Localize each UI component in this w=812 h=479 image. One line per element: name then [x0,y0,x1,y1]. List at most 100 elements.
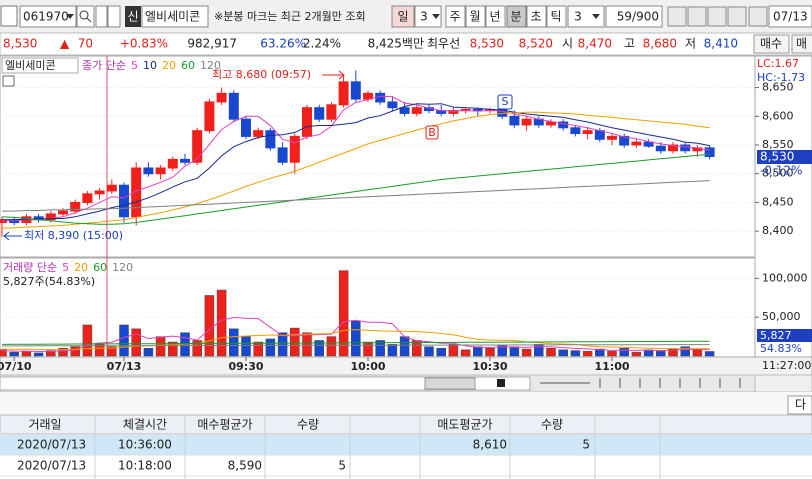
candle-body [521,118,532,126]
period-second[interactable] [526,5,547,28]
candle-body [241,118,251,137]
candle-body [594,130,605,140]
volume-bar [534,344,544,357]
count-box [605,5,663,28]
candle-body [119,184,129,218]
y-tick-label: 50,000 [762,310,801,323]
quote-row [0,32,812,56]
y-tick-label: 8,550 [762,138,794,151]
column-header: 거래일 [28,418,61,432]
cursor-time: 11:27:00 [762,359,811,372]
stop-icon[interactable] [497,379,505,387]
candle-body [314,107,325,120]
hc-label: HC:-1.73 [757,71,805,84]
high-annotation: 최고 8,680 (09:57) [212,68,311,81]
candle-body [411,107,422,114]
next-page-button[interactable] [787,395,812,415]
prev-button[interactable] [95,5,108,28]
volume-bar [460,349,471,357]
volume-bar [265,338,276,357]
buy-mark: B [428,126,436,139]
volume-bar [338,270,349,357]
volume-bar [241,336,251,357]
volume-bar [607,351,617,357]
open: 8,470 [578,37,612,51]
volume-bar [656,351,666,357]
period-week[interactable] [445,5,466,28]
best-bid: 8,520 [519,37,553,51]
legend-title: 거래량 단순 [3,261,57,274]
y-tick-label: 8,450 [762,195,794,208]
period-day-label: 일 [397,10,408,24]
candle-body [204,101,215,132]
period-tick[interactable] [546,5,567,28]
volume-bar [546,347,556,357]
volume-bar [485,347,495,357]
period-month-label: 월 [469,10,480,24]
volume-bar [692,349,703,357]
candle-body [338,81,349,106]
ma-line [2,95,710,222]
legend-entry: 5 [131,59,138,72]
legend-entry: 5 [62,261,69,274]
candle-body [82,193,93,203]
tool-icon[interactable] [687,6,707,27]
column-header: 체결시간 [123,418,167,432]
volume-bar [302,332,312,357]
candle-body [131,167,142,218]
table-cell: 5 [338,459,346,473]
sell-button[interactable] [791,34,812,54]
checkbox[interactable] [748,6,768,27]
volume-bar [375,340,385,357]
table-cell: 2020/07/13 [17,438,86,452]
table-icon[interactable] [2,75,15,87]
period-month[interactable] [465,5,486,28]
volume: 982,917 [187,37,237,51]
candle-body [363,92,373,100]
date-input[interactable] [768,5,812,28]
volume-bar [363,341,373,357]
y-tick-label: 8,650 [762,81,794,94]
code-input[interactable] [19,5,77,28]
search-icon [79,10,89,20]
buy-button[interactable] [753,34,790,54]
open-label: 시 [562,37,573,51]
day-count[interactable] [414,5,442,28]
candle-body [143,167,154,175]
volume-bar [424,346,434,357]
interval-label: 3 [574,10,582,24]
period-day[interactable] [391,5,415,28]
table-row-selected[interactable] [0,435,812,455]
candle-body [155,167,166,175]
x-tick-label: 10:00 [350,360,385,373]
search-button[interactable] [76,5,95,28]
volume-bar [143,347,154,357]
candle-body [704,147,715,157]
volume-bar [155,336,166,357]
legend-entry: 120 [200,59,221,72]
dropdown-arrow [592,14,600,19]
next-button[interactable] [107,5,121,28]
candle-body [326,104,337,120]
volume-bar [21,351,32,357]
scrollbar[interactable] [0,376,531,391]
period-year[interactable] [485,5,506,28]
scroll-thumb[interactable] [424,377,476,390]
tool-icon[interactable] [667,6,687,27]
menu-icon[interactable] [0,5,18,27]
tool-icon[interactable] [707,6,727,27]
period-minute[interactable] [506,5,527,28]
candle-body [607,135,617,140]
candle-body [180,158,190,163]
column-header: 매수평균가 [197,418,252,432]
sell-mark: S [502,95,509,108]
volume-bar [668,348,678,357]
table-cell: 10:18:00 [118,459,172,473]
candle-body [302,107,312,137]
volume-bar [131,328,141,357]
last-change: -0.12% [760,164,802,178]
settings-icon[interactable] [727,6,747,27]
interval-input[interactable] [567,5,605,28]
ma-line [1,329,710,351]
